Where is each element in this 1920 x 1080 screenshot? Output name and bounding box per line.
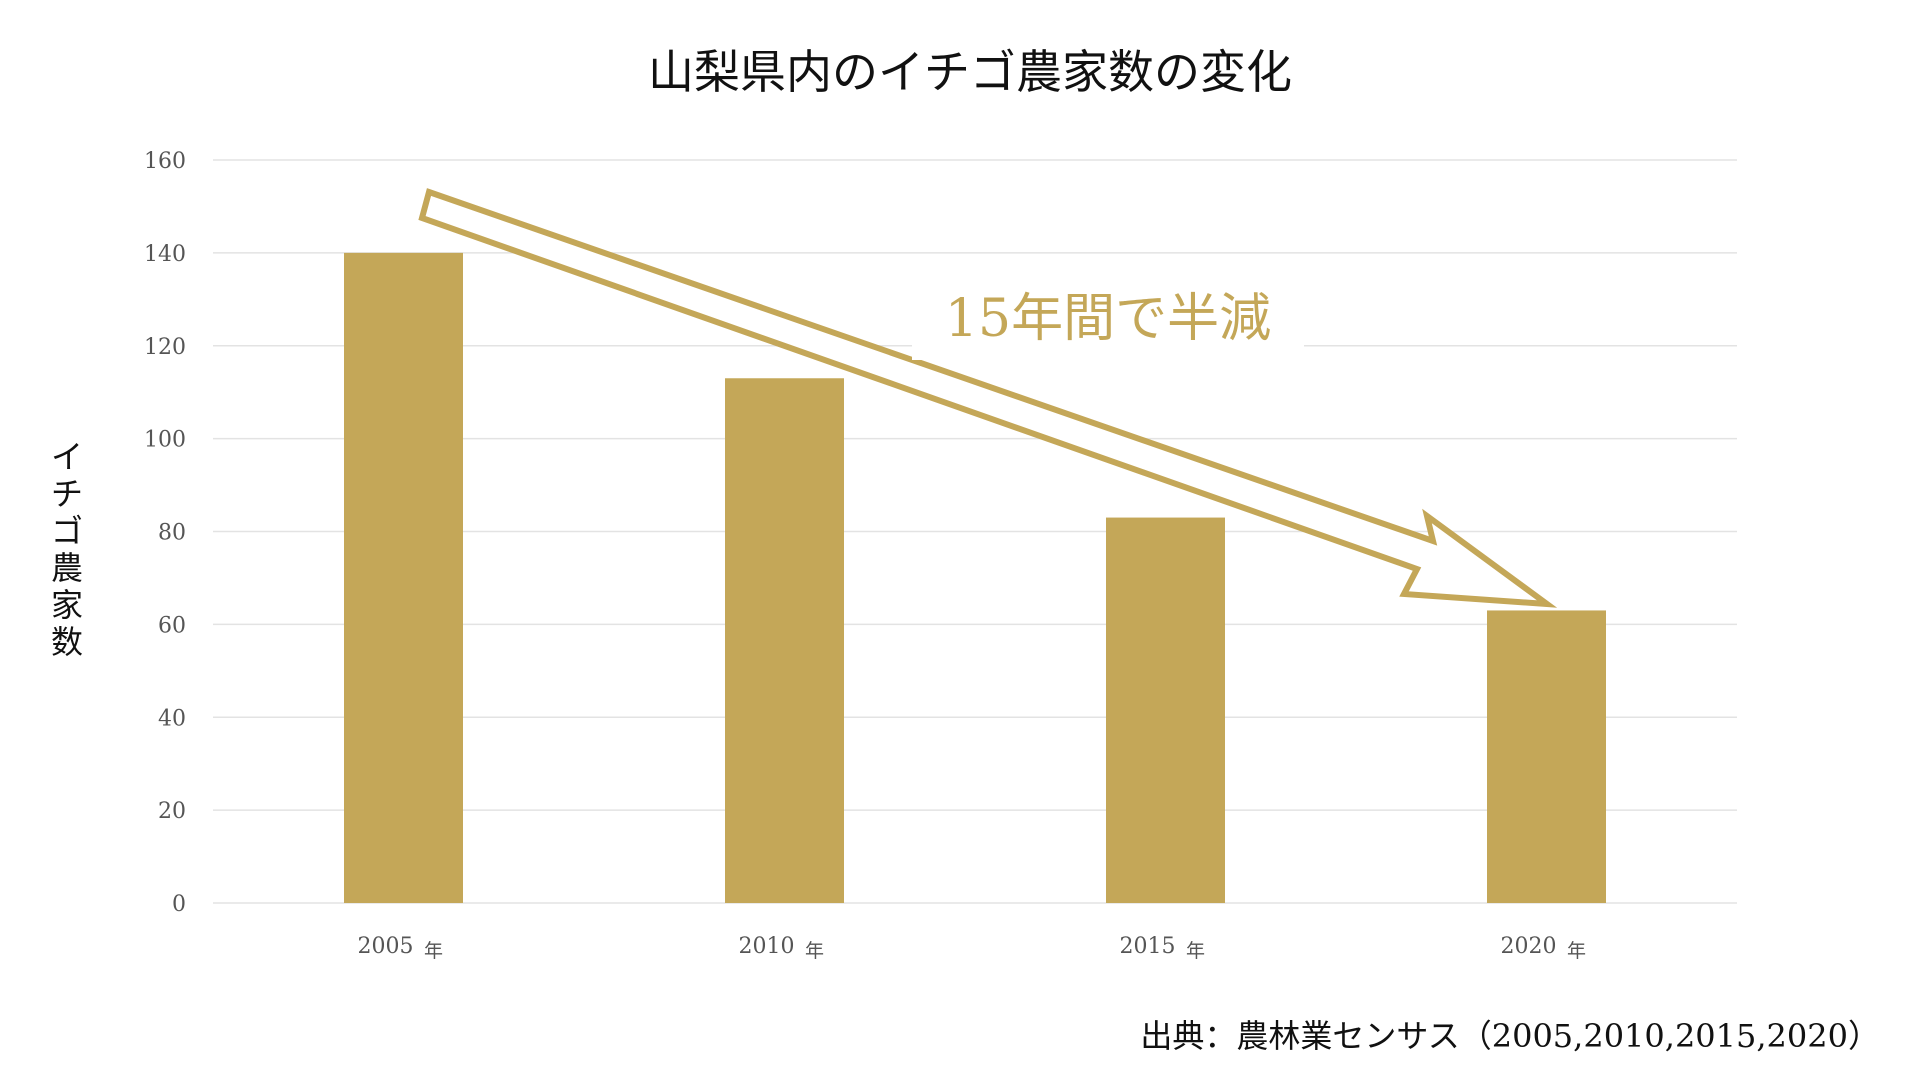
source-note: 出典：農林業センサス（2005,2010,2015,2020） (1140, 1017, 1880, 1055)
trend-arrow (418, 188, 1558, 608)
y-tick-label: 0 (172, 892, 186, 917)
y-tick-label: 140 (144, 242, 186, 267)
y-tick-label: 80 (158, 521, 186, 546)
x-tick-suffix: 年 (1567, 940, 1586, 962)
y-axis-label: イチゴ農家数 (51, 438, 83, 661)
x-tick-label: 2010 (739, 934, 795, 959)
x-tick-label: 2020 (1501, 934, 1557, 959)
annotation-background (912, 278, 1304, 360)
bar-2020 (1487, 610, 1606, 903)
x-tick-suffix: 年 (1186, 940, 1205, 962)
gridlines (213, 159, 1737, 904)
y-tick-label: 160 (144, 149, 186, 174)
y-axis-ticks: 0 20 40 60 80 100 120 140 160 (144, 149, 186, 917)
x-tick-suffix: 年 (424, 940, 443, 962)
x-tick-label: 2015 (1120, 934, 1176, 959)
y-axis-title: イチゴ農家数 (51, 438, 83, 661)
trend-arrow-icon (418, 188, 1558, 608)
bar-2010 (725, 378, 844, 904)
y-tick-label: 100 (144, 428, 186, 453)
x-tick-suffix: 年 (805, 940, 824, 962)
y-tick-label: 40 (158, 706, 186, 731)
y-tick-label: 60 (158, 613, 186, 638)
bar-2015 (1106, 517, 1225, 903)
y-tick-label: 120 (144, 335, 186, 360)
annotation: 15年間で半減 (912, 278, 1304, 360)
bars (344, 252, 1606, 904)
bar-2005 (344, 252, 463, 903)
x-tick-label: 2005 (358, 934, 414, 959)
chart-title: 山梨県内のイチゴ農家数の変化 (648, 45, 1292, 99)
y-tick-label: 20 (158, 799, 186, 824)
x-axis-ticks: 2005 年 2010 年 2015 年 2020 年 (358, 934, 1587, 962)
annotation-text: 15年間で半減 (945, 289, 1271, 349)
